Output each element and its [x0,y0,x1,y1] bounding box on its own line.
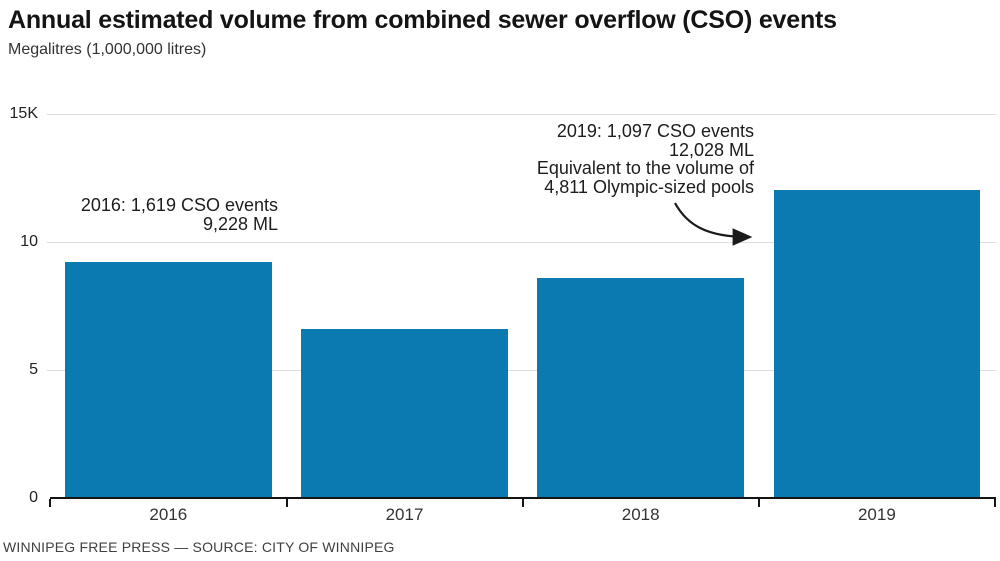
annotation-arrow-icon [674,202,753,246]
y-axis-label-5: 5 [29,360,38,378]
bar-2017 [301,328,508,498]
x-axis-line [50,497,996,499]
annotation-2019-line2: 12,028 ML [668,139,754,160]
gridline-10 [47,241,996,243]
x-axis-tick-3 [757,499,760,507]
source-credit: WINNIPEG FREE PRESS — SOURCE: CITY OF WI… [3,539,395,555]
chart-title: Annual estimated volume from combined se… [8,6,837,34]
annotation-2019-line3: Equivalent to the volume of [536,158,754,178]
bar-2016 [65,261,272,498]
x-axis-label-2017: 2017 [385,505,424,524]
annotation-2019: 2019: 1,097 CSO events 12,028 ML Equival… [537,122,754,196]
annotation-2019-line1: 2019: 1,097 CSO events [556,121,754,141]
bar-2018 [537,277,744,498]
x-axis-label-2016: 2016 [149,505,188,524]
x-axis-tick-2 [521,499,524,507]
x-axis-tick-0 [49,499,51,507]
y-axis-label-15K: 15K [9,104,38,122]
annotation-2019-line4: 4,811 Olympic-sized pools [544,176,754,197]
annotation-2016-line2: 9,228 ML [202,214,278,234]
y-axis-label-0: 0 [29,489,38,506]
x-axis-label-2019: 2019 [857,505,896,524]
annotation-2016-line1: 2016: 1,619 CSO events [80,195,278,215]
y-axis-label-10: 10 [20,232,38,250]
annotation-2016: 2016: 1,619 CSO events 9,228 ML [81,196,278,234]
x-axis-label-2018: 2018 [621,505,660,524]
chart-subtitle: Megalitres (1,000,000 litres) [8,41,207,58]
bar-2019 [773,189,981,498]
gridline-5 [47,369,996,371]
gridline-15K [47,113,996,115]
x-axis-tick-4 [993,499,996,507]
x-axis-tick-1 [285,499,288,507]
